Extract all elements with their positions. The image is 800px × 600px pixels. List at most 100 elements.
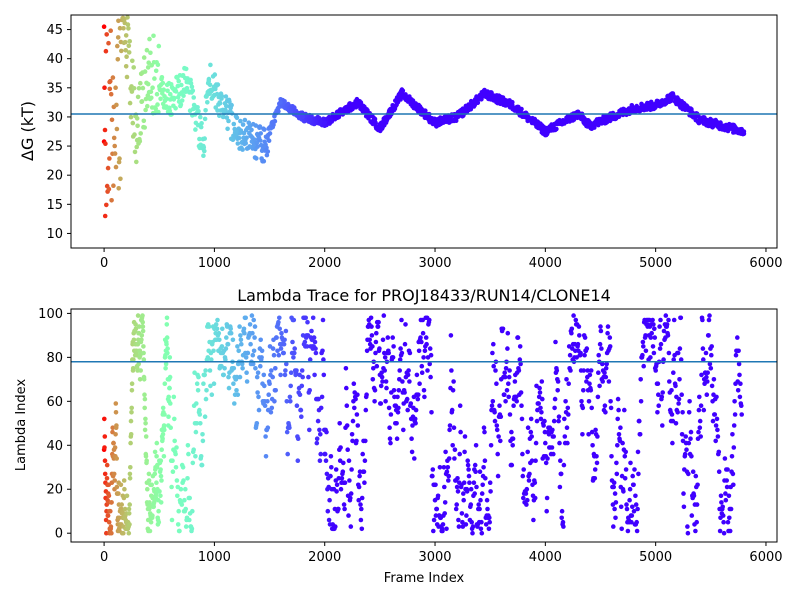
dg-point bbox=[282, 99, 287, 104]
dg-point bbox=[266, 138, 272, 143]
lambda-point bbox=[154, 440, 160, 446]
dg-point bbox=[423, 108, 428, 113]
dg-point bbox=[229, 102, 234, 108]
lambda-point bbox=[294, 368, 299, 373]
dg-point bbox=[238, 118, 243, 124]
dg-point bbox=[109, 198, 114, 203]
lambda-point bbox=[154, 454, 159, 459]
lambda-point bbox=[587, 372, 593, 378]
dg-point bbox=[257, 124, 263, 129]
lambda-point bbox=[587, 381, 592, 387]
lambda-point bbox=[434, 506, 440, 512]
dg-y-axis-label: ΔG (kT) bbox=[18, 101, 37, 161]
dg-point bbox=[215, 82, 221, 87]
lambda-point bbox=[635, 449, 641, 455]
lambda-point bbox=[539, 410, 544, 415]
lambda-point bbox=[176, 508, 181, 514]
lambda-point bbox=[528, 429, 534, 435]
dg-point bbox=[111, 183, 116, 188]
lambda-point bbox=[387, 436, 393, 442]
dg-point bbox=[224, 115, 230, 120]
lambda-point bbox=[344, 385, 349, 391]
lambda-point bbox=[263, 434, 268, 439]
lambda-point bbox=[464, 513, 469, 518]
dg-point bbox=[190, 88, 196, 93]
lambda-point bbox=[291, 355, 296, 360]
lambda-point bbox=[256, 394, 261, 400]
lambda-point bbox=[391, 344, 396, 349]
lambda-point bbox=[461, 491, 466, 496]
lambda-point bbox=[430, 473, 435, 479]
lambda-point bbox=[467, 480, 472, 486]
lambda-point bbox=[507, 412, 513, 417]
lambda-point bbox=[622, 476, 628, 481]
lambda-point bbox=[496, 434, 501, 439]
dg-point bbox=[253, 123, 259, 128]
lambda-point bbox=[675, 350, 681, 356]
dg-point bbox=[179, 82, 184, 88]
lambda-point bbox=[636, 471, 641, 477]
lambda-point bbox=[625, 528, 631, 534]
lambda-point bbox=[486, 526, 492, 532]
lambda-point bbox=[739, 412, 744, 417]
lambda-point bbox=[588, 388, 594, 393]
lambda-point bbox=[693, 473, 699, 479]
lambda-point bbox=[408, 401, 414, 406]
lambda-point bbox=[660, 390, 665, 395]
lambda-point bbox=[318, 405, 324, 411]
lambda-point bbox=[532, 495, 538, 501]
lambda-point bbox=[282, 337, 287, 343]
lambda-chart: Lambda Trace for PROJ18433/RUN14/CLONE14… bbox=[14, 286, 783, 586]
lambda-point bbox=[208, 383, 213, 389]
dg-point bbox=[145, 103, 150, 109]
lambda-point bbox=[562, 434, 568, 439]
lambda-point bbox=[714, 416, 720, 422]
lambda-point bbox=[258, 337, 264, 343]
lambda-point bbox=[114, 423, 119, 428]
lambda-point bbox=[119, 502, 124, 507]
lambda-point bbox=[462, 449, 467, 455]
lambda-point bbox=[457, 451, 463, 457]
lambda-point bbox=[104, 530, 109, 536]
dg-point bbox=[197, 136, 202, 142]
lambda-point bbox=[731, 482, 736, 488]
dg-point bbox=[150, 85, 155, 90]
dg-point bbox=[103, 141, 108, 146]
lambda-point bbox=[151, 504, 156, 510]
lambda-point bbox=[419, 370, 425, 376]
lambda-point bbox=[129, 405, 134, 411]
lambda-point bbox=[405, 407, 411, 413]
lambda-point bbox=[283, 328, 289, 334]
dg-point bbox=[112, 143, 117, 149]
lambda-point bbox=[102, 445, 107, 450]
lambda-point bbox=[265, 425, 271, 431]
lambda-point bbox=[313, 346, 318, 351]
lambda-point bbox=[580, 405, 586, 411]
lambda-point bbox=[477, 506, 482, 512]
lambda-point bbox=[158, 500, 164, 505]
lambda-point bbox=[152, 471, 158, 477]
lambda-point bbox=[511, 403, 516, 409]
lambda-point bbox=[190, 508, 195, 514]
lambda-point bbox=[555, 388, 560, 393]
lambda-point bbox=[509, 462, 515, 468]
dg-point bbox=[202, 116, 208, 122]
lambda-point bbox=[568, 368, 573, 373]
lambda-point bbox=[505, 330, 511, 336]
dg-point bbox=[242, 117, 248, 123]
lambda-point bbox=[663, 313, 669, 318]
lambda-point bbox=[141, 344, 146, 349]
lambda-point bbox=[580, 432, 585, 437]
lambda-point bbox=[464, 489, 470, 494]
lambda-point bbox=[224, 335, 229, 340]
lambda-point bbox=[701, 407, 707, 413]
lambda-point bbox=[613, 515, 618, 521]
lambda-point bbox=[216, 330, 222, 336]
lambda-point bbox=[178, 486, 184, 492]
lambda-point bbox=[143, 421, 148, 426]
lambda-point bbox=[287, 425, 292, 431]
lambda-point bbox=[599, 346, 604, 351]
lambda-point bbox=[507, 368, 512, 373]
lambda-point bbox=[281, 350, 287, 356]
lambda-point bbox=[721, 519, 726, 525]
